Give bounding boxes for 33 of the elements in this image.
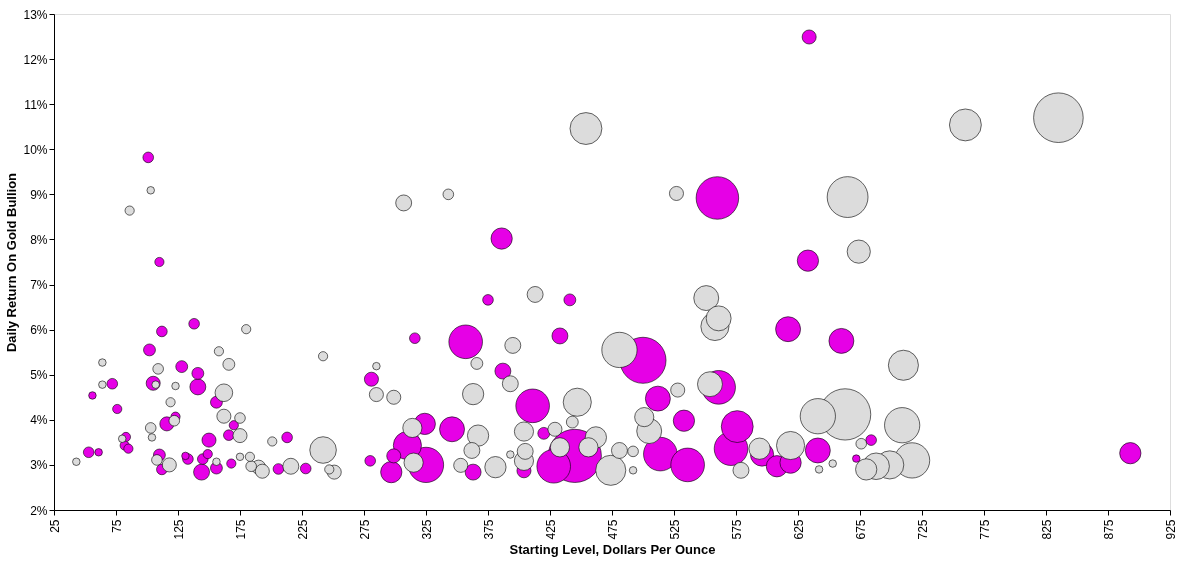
y-tick-label: 12% — [23, 52, 48, 67]
y-axis-title: Daily Return On Gold Bullion — [4, 172, 20, 353]
y-tick-label: 4% — [30, 413, 48, 428]
y-tick-label: 3% — [30, 458, 48, 473]
x-tick-label: 375 — [481, 519, 496, 540]
y-tick-label: 5% — [30, 368, 48, 383]
x-tick-label: 325 — [419, 519, 434, 540]
y-tick-label: 11% — [24, 97, 48, 112]
y-tick-label: 6% — [30, 323, 48, 338]
x-tick-label: 275 — [357, 519, 372, 540]
y-tick-label: 8% — [30, 232, 48, 247]
x-tick-label: 775 — [977, 519, 992, 540]
x-axis-title: Starting Level, Dollars Per Ounce — [509, 541, 716, 557]
x-tick-label: 525 — [667, 519, 682, 540]
y-tick-label: 13% — [23, 7, 48, 22]
x-tick-label: 625 — [791, 519, 806, 540]
x-tick-label: 825 — [1039, 519, 1054, 540]
x-tick-label: 175 — [233, 519, 248, 540]
x-tick-label: 575 — [729, 519, 744, 540]
x-tick-label: 725 — [915, 519, 930, 540]
x-tick-label: 425 — [543, 519, 558, 540]
y-tick-label: 2% — [30, 503, 48, 518]
x-tick-label: 475 — [605, 519, 620, 540]
y-tick-label: 7% — [30, 278, 48, 293]
x-tick-label: 925 — [1163, 519, 1178, 540]
x-tick-label: 675 — [853, 519, 868, 540]
x-tick-label: 875 — [1101, 519, 1116, 540]
y-tick-label: 10% — [23, 142, 48, 157]
x-tick-label: 125 — [171, 519, 186, 540]
x-tick-label: 75 — [109, 519, 124, 533]
x-tick-label: 225 — [295, 519, 310, 540]
y-tick-label: 9% — [30, 187, 48, 202]
x-tick-label: 25 — [47, 519, 62, 533]
